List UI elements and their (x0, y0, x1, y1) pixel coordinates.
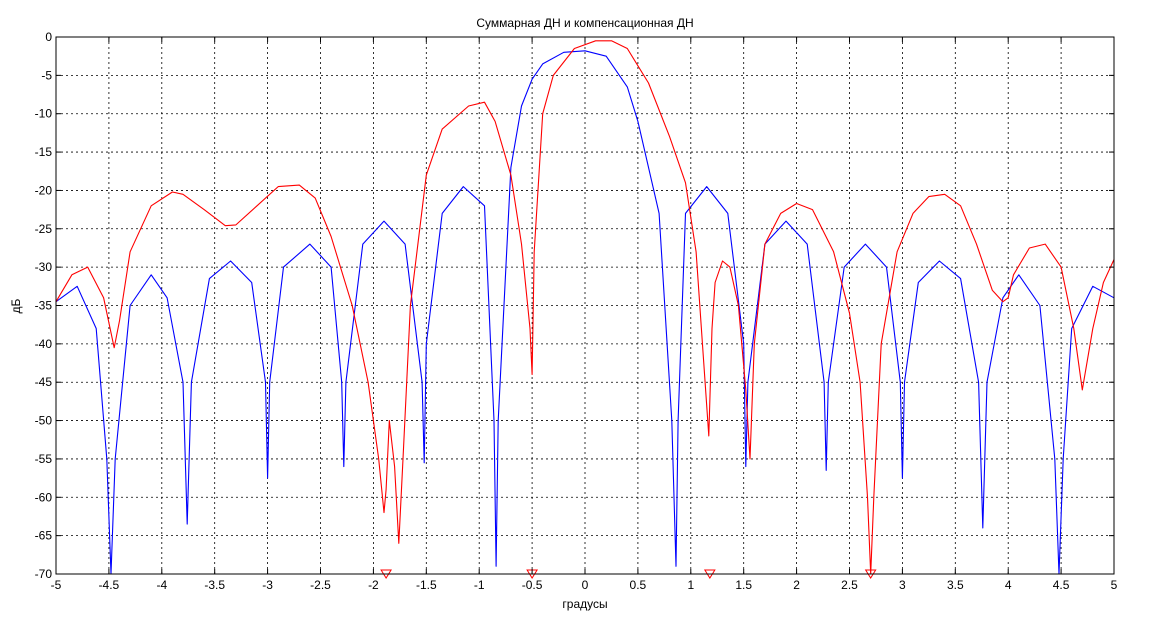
ticks: -5 -4.5 -4 -3.5 -3 -2.5 -2 -1.5 -1 -0.5 0 0.5 1 1.5 2 2… (35, 30, 1118, 592)
x-tick-label: -4 (156, 578, 167, 592)
y-tick-label: -25 (35, 222, 53, 236)
y-tick-label: -70 (35, 567, 53, 581)
y-tick-label: -5 (41, 68, 52, 82)
y-tick-label: -60 (35, 490, 53, 504)
x-tick-label: -2 (368, 578, 379, 592)
y-tick-label: -35 (35, 299, 53, 313)
x-tick-label: -5 (51, 578, 62, 592)
x-axis-label: градусы (562, 597, 607, 611)
y-axis-label: дБ (9, 298, 23, 313)
x-tick-label: -3.5 (204, 578, 225, 592)
y-tick-label: -45 (35, 375, 53, 389)
y-tick-label: -55 (35, 452, 53, 466)
x-tick-label: 0.5 (630, 578, 647, 592)
y-tick-label: -65 (35, 529, 53, 543)
x-tick-label: -1 (474, 578, 485, 592)
y-tick-label: -20 (35, 183, 53, 197)
y-tick-label: -50 (35, 414, 53, 428)
x-tick-label: 5 (1111, 578, 1118, 592)
grid (56, 37, 1114, 574)
x-tick-label: -3 (262, 578, 273, 592)
x-tick-label: -1.5 (416, 578, 437, 592)
x-tick-label: 3 (899, 578, 906, 592)
y-tick-label: -10 (35, 107, 53, 121)
series-line-2 (55, 40, 1115, 575)
chart-title: Суммарная ДН и компенсационная ДН (476, 16, 693, 30)
x-tick-label: -0.5 (522, 578, 543, 592)
x-tick-label: -2.5 (310, 578, 331, 592)
series-layer (55, 40, 1115, 575)
x-tick-label: 4.5 (1053, 578, 1070, 592)
x-tick-label: 3.5 (947, 578, 964, 592)
x-tick-label: -4.5 (99, 578, 120, 592)
series-line-1 (55, 50, 1115, 575)
x-tick-label: 2.5 (841, 578, 858, 592)
y-tick-label: -30 (35, 260, 53, 274)
x-tick-label: 1.5 (735, 578, 752, 592)
y-tick-label: -15 (35, 145, 53, 159)
y-tick-label: -40 (35, 337, 53, 351)
x-tick-label: 2 (793, 578, 800, 592)
x-tick-label: 4 (1005, 578, 1012, 592)
x-tick-label: 0 (582, 578, 589, 592)
x-tick-label: 1 (687, 578, 694, 592)
y-tick-label: 0 (45, 30, 52, 44)
